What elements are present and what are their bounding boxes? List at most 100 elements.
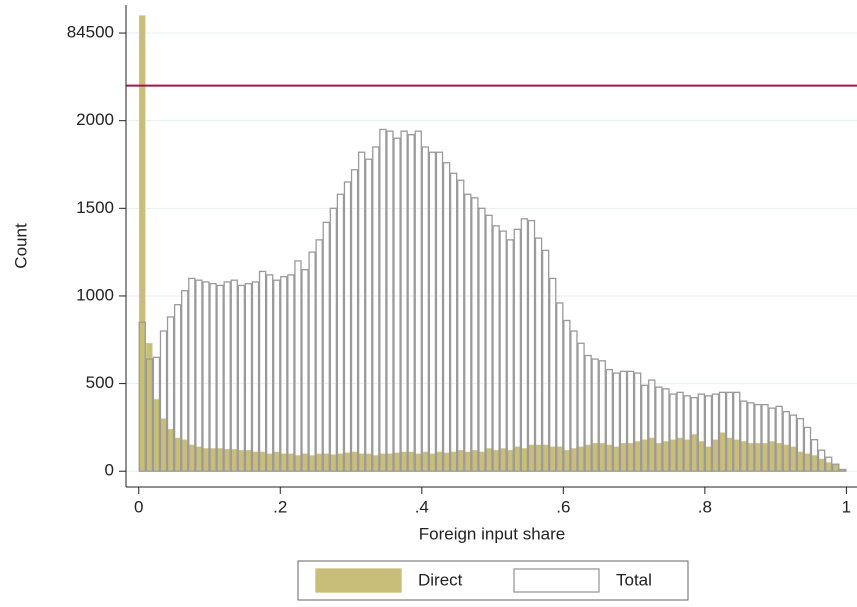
bar-direct (322, 453, 330, 472)
bar-total (733, 391, 741, 472)
bar-total (294, 260, 302, 472)
bar-direct (400, 451, 408, 472)
bar-total (697, 393, 706, 472)
bar-direct (690, 434, 698, 472)
bar-total (464, 193, 472, 472)
bar-total (683, 395, 691, 472)
bar-total (598, 360, 606, 472)
bar-total (223, 281, 231, 472)
bar-total (825, 456, 833, 472)
bar-direct (577, 446, 585, 472)
bar-total (832, 463, 840, 472)
bar-total (308, 251, 316, 472)
bar-total (386, 130, 394, 472)
bar-total (421, 146, 430, 472)
y-tick-label: 1500 (76, 198, 114, 217)
bar-direct (365, 453, 373, 472)
bar-total (591, 358, 599, 472)
bar-direct (160, 418, 167, 472)
bar-total (195, 279, 203, 472)
bar-total (761, 403, 769, 472)
legend-box (297, 560, 689, 601)
bar-total (414, 130, 422, 472)
bar-total (471, 197, 479, 472)
bar-total (725, 391, 734, 472)
bar-direct (521, 448, 528, 472)
bar-total (782, 410, 790, 472)
bar-direct (146, 343, 153, 472)
bar-direct (634, 441, 641, 472)
bar-direct (832, 463, 840, 472)
bar-direct (754, 442, 762, 472)
bar-total (803, 426, 812, 472)
bar-total (322, 221, 330, 472)
x-tick-label: 0 (134, 497, 143, 516)
bar-total (244, 283, 253, 472)
bar-total (315, 239, 323, 472)
bar-total (478, 207, 486, 472)
bar-direct (506, 449, 514, 472)
bar-direct (273, 451, 281, 472)
bar-total (393, 137, 401, 472)
bar-direct (230, 449, 238, 472)
legend-swatch (315, 568, 402, 593)
bar-total (301, 269, 309, 472)
bar-total (273, 279, 281, 472)
bar-direct (563, 449, 571, 472)
bar-total (138, 321, 146, 472)
bar-total (669, 393, 677, 472)
bar-direct (528, 444, 535, 472)
bar-direct (202, 448, 210, 472)
bar-total (839, 468, 847, 472)
bar-direct (344, 452, 351, 472)
bar-total (216, 284, 224, 472)
bar-total (775, 405, 783, 472)
bar-direct (648, 437, 656, 472)
bar-direct (705, 446, 712, 472)
bar-total (577, 342, 585, 472)
bar-direct (606, 444, 613, 472)
bar-total (633, 372, 642, 472)
bar-direct (712, 439, 719, 472)
bar-direct (825, 462, 832, 472)
bar-total (605, 368, 614, 472)
bar-direct (429, 453, 436, 472)
bar-total (166, 316, 175, 472)
bar-direct (499, 448, 507, 472)
bar-direct (436, 451, 443, 472)
bar-total (520, 218, 529, 472)
bar-total (718, 391, 727, 472)
bar-total (457, 179, 465, 472)
bar-total (357, 151, 366, 472)
bar-direct (372, 455, 380, 472)
bar-direct (662, 441, 670, 472)
bar-total (350, 169, 359, 472)
bar-total (527, 219, 536, 472)
bar-direct (811, 455, 818, 472)
bar-direct (259, 451, 266, 472)
bar-direct (535, 444, 542, 472)
bar-direct (216, 448, 224, 472)
bar-direct (584, 444, 592, 472)
bar-direct (549, 446, 556, 472)
bar-total (584, 354, 592, 472)
bar-direct (471, 449, 479, 472)
y-tick-label: 2000 (76, 110, 114, 129)
bar-direct (485, 448, 493, 472)
bar-total (258, 270, 267, 472)
bar-direct (797, 451, 804, 472)
bar-direct (174, 437, 181, 472)
bar-direct (747, 442, 755, 472)
x-tick-label: .4 (415, 497, 429, 516)
bar-direct (138, 15, 146, 472)
y-axis-title: Count (11, 223, 30, 269)
bar-total (209, 283, 217, 472)
x-tick-label: 1 (842, 497, 851, 516)
bar-direct (698, 441, 705, 472)
bar-direct (308, 455, 316, 472)
bar-total (549, 277, 557, 472)
bar-direct (422, 451, 429, 472)
bar-direct (266, 453, 273, 472)
bar-total (499, 230, 507, 472)
bar-total (619, 370, 628, 472)
